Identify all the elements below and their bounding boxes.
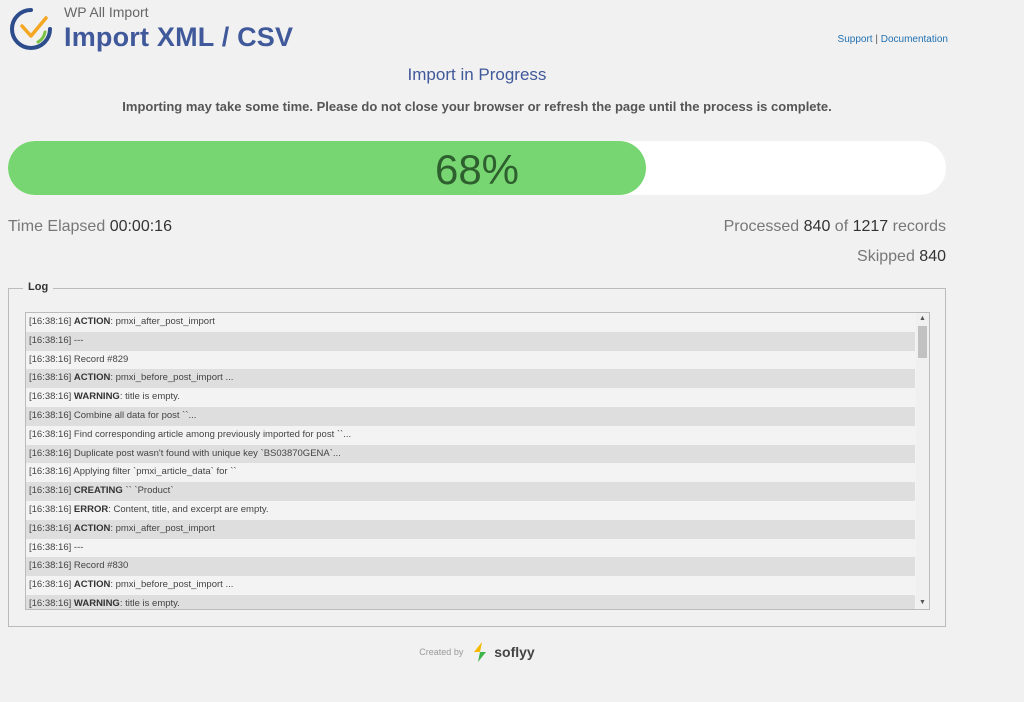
log-time: [16:38:16] bbox=[29, 466, 74, 478]
log-time: [16:38:16] bbox=[29, 447, 74, 459]
scroll-down-arrow-icon[interactable]: ▼ bbox=[919, 599, 926, 606]
log-message: Applying filter `pmxi_article_data` for … bbox=[73, 466, 237, 478]
processed-value: 840 bbox=[803, 218, 831, 235]
log-rows: [16:38:16] ACTION: pmxi_after_post_impor… bbox=[26, 313, 915, 609]
log-keyword: WARNING bbox=[73, 597, 120, 609]
log-row: [16:38:16] Record #829 bbox=[26, 351, 915, 370]
page-header: WP All Import Import XML / CSV Support |… bbox=[8, 4, 948, 52]
log-message: Find corresponding article among previou… bbox=[73, 428, 352, 440]
footer: Created by soflyy bbox=[0, 641, 954, 663]
documentation-link[interactable]: Documentation bbox=[880, 34, 948, 45]
log-time: [16:38:16] bbox=[29, 541, 74, 553]
log-message: Record #830 bbox=[73, 560, 129, 572]
scrollbar-thumb[interactable] bbox=[918, 326, 927, 358]
log-time: [16:38:16] bbox=[29, 409, 74, 421]
log-time: [16:38:16] bbox=[29, 522, 74, 534]
log-message: --- bbox=[73, 541, 84, 553]
link-separator: | bbox=[875, 34, 878, 45]
log-time: [16:38:16] bbox=[29, 560, 74, 572]
log-time: [16:38:16] bbox=[29, 316, 74, 327]
log-message: Record #829 bbox=[73, 353, 129, 365]
created-by-label: Created by bbox=[419, 647, 464, 657]
elapsed-value: 00:00:16 bbox=[109, 218, 172, 235]
log-time: [16:38:16] bbox=[29, 597, 74, 609]
log-row: [16:38:16] --- bbox=[26, 331, 915, 351]
log-row: [16:38:16] Combine all data for post ``.… bbox=[26, 406, 915, 426]
log-message: `` `Product` bbox=[122, 485, 174, 497]
log-keyword: CREATING bbox=[73, 485, 123, 497]
log-time: [16:38:16] bbox=[29, 579, 74, 591]
log-row: [16:38:16] ACTION: pmxi_before_post_impo… bbox=[26, 369, 915, 389]
skipped-label: Skipped bbox=[857, 248, 915, 265]
log-keyword: ACTION bbox=[73, 579, 111, 591]
progress-heading: Import in Progress bbox=[407, 65, 547, 84]
log-panel[interactable]: [16:38:16] ACTION: pmxi_after_post_impor… bbox=[25, 312, 930, 610]
log-message: : Content, title, and excerpt are empty. bbox=[108, 503, 269, 515]
log-row: [16:38:16] ACTION: pmxi_after_post_impor… bbox=[26, 519, 915, 539]
log-message: : pmxi_after_post_import bbox=[110, 522, 215, 534]
log-row: [16:38:16] Duplicate post wasn't found w… bbox=[26, 444, 915, 464]
log-keyword: ACTION bbox=[73, 522, 111, 534]
log-message: --- bbox=[73, 334, 84, 346]
log-row: [16:38:16] Applying filter `pmxi_article… bbox=[26, 463, 915, 482]
wp-all-import-logo-icon bbox=[10, 8, 52, 50]
total-value: 1217 bbox=[852, 218, 889, 235]
log-time: [16:38:16] bbox=[29, 503, 74, 515]
skipped-count: Skipped 840 bbox=[857, 248, 946, 266]
log-time: [16:38:16] bbox=[29, 372, 74, 384]
log-time: [16:38:16] bbox=[29, 428, 74, 440]
time-elapsed: Time Elapsed 00:00:16 bbox=[8, 218, 172, 236]
progress-percent: 68% bbox=[434, 146, 520, 193]
log-message: : pmxi_before_post_import ... bbox=[110, 579, 234, 591]
log-row: [16:38:16] WARNING: title is empty. bbox=[26, 594, 915, 609]
log-row: [16:38:16] Find corresponding article am… bbox=[26, 426, 915, 445]
log-time: [16:38:16] bbox=[29, 353, 74, 365]
progress-note: Importing may take some time. Please do … bbox=[122, 99, 832, 114]
log-row: [16:38:16] CREATING `` `Product` bbox=[26, 482, 915, 501]
support-link[interactable]: Support bbox=[837, 34, 873, 45]
log-row: [16:38:16] ACTION: pmxi_after_post_impor… bbox=[26, 313, 915, 332]
soflyy-logo-icon bbox=[473, 642, 486, 662]
log-message: : title is empty. bbox=[119, 391, 180, 403]
log-message: Combine all data for post ``... bbox=[73, 409, 197, 421]
log-keyword: ACTION bbox=[73, 316, 111, 327]
log-time: [16:38:16] bbox=[29, 485, 74, 497]
of-label: of bbox=[834, 218, 849, 235]
log-row: [16:38:16] ACTION: pmxi_before_post_impo… bbox=[26, 576, 915, 595]
records-label: records bbox=[892, 218, 946, 235]
progress-bar-fill bbox=[8, 141, 646, 195]
log-fieldset: Log [16:38:16] ACTION: pmxi_after_post_i… bbox=[8, 281, 946, 627]
log-message: : title is empty. bbox=[119, 597, 180, 609]
log-row: [16:38:16] --- bbox=[26, 539, 915, 558]
skipped-value: 840 bbox=[919, 248, 946, 265]
header-links: Support | Documentation bbox=[838, 34, 948, 45]
scroll-up-arrow-icon[interactable]: ▲ bbox=[919, 315, 926, 322]
page-title: Import XML / CSV bbox=[64, 22, 294, 52]
log-time: [16:38:16] bbox=[29, 391, 74, 403]
log-time: [16:38:16] bbox=[29, 334, 74, 346]
log-row: [16:38:16] WARNING: title is empty. bbox=[26, 388, 915, 407]
log-message: : pmxi_before_post_import ... bbox=[110, 372, 234, 384]
progress-bar: 68% bbox=[8, 141, 946, 195]
log-keyword: WARNING bbox=[73, 391, 120, 403]
soflyy-wordmark[interactable]: soflyy bbox=[494, 644, 535, 660]
log-message: : pmxi_after_post_import bbox=[110, 316, 215, 327]
brand-subtitle: WP All Import bbox=[64, 4, 149, 20]
processed-label: Processed bbox=[723, 218, 800, 235]
log-scrollbar[interactable]: ▲ ▼ bbox=[916, 313, 929, 609]
processed-count: Processed 840 of 1217 records bbox=[724, 218, 946, 236]
log-message: Duplicate post wasn't found with unique … bbox=[73, 447, 341, 459]
log-row: [16:38:16] ERROR: Content, title, and ex… bbox=[26, 501, 915, 520]
log-legend: Log bbox=[23, 281, 54, 293]
log-keyword: ACTION bbox=[73, 372, 111, 384]
elapsed-label: Time Elapsed bbox=[8, 218, 106, 235]
log-keyword: ERROR bbox=[73, 503, 109, 515]
log-row: [16:38:16] Record #830 bbox=[26, 557, 915, 577]
